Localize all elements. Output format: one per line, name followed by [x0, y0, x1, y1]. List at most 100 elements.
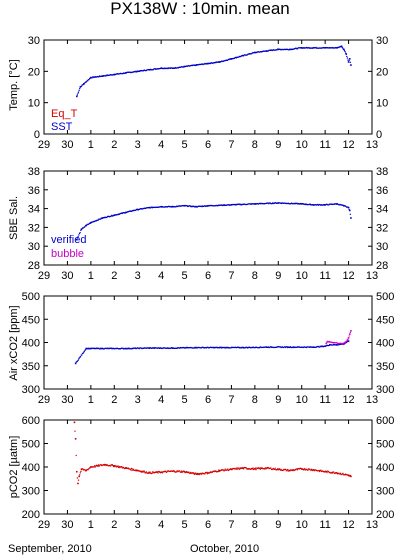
data-point: [200, 473, 202, 475]
data-point: [217, 61, 219, 63]
data-point: [114, 73, 117, 75]
data-point: [107, 74, 109, 76]
data-point: [152, 472, 154, 474]
data-point: [342, 472, 344, 474]
data-point: [285, 468, 287, 471]
data-point: [203, 347, 205, 349]
data-point: [154, 68, 156, 70]
data-point: [145, 347, 147, 349]
x-tick-label: 2: [111, 139, 117, 151]
data-point: [143, 347, 145, 349]
data-point: [165, 347, 168, 349]
data-point: [227, 468, 229, 470]
data-point: [336, 203, 338, 205]
data-point: [124, 72, 126, 74]
data-point: [157, 206, 159, 208]
data-point: [330, 344, 332, 346]
data-point: [310, 346, 312, 348]
data-point: [263, 202, 265, 205]
data-point: [161, 67, 163, 69]
data-point: [341, 204, 343, 206]
data-point: [114, 214, 116, 216]
data-point: [290, 202, 293, 204]
data-point: [248, 346, 251, 348]
data-point: [346, 339, 349, 341]
data-point: [222, 60, 224, 63]
data-point: [182, 470, 184, 472]
data-point: [185, 471, 187, 473]
data-point: [337, 46, 339, 48]
data-point: [217, 347, 220, 349]
data-point: [111, 215, 114, 217]
data-point: [296, 468, 298, 470]
data-point: [79, 356, 82, 358]
data-point: [239, 55, 241, 58]
data-point: [194, 206, 196, 208]
data-point: [327, 204, 329, 206]
data-point: [143, 470, 146, 472]
data-point: [103, 217, 106, 219]
data-point: [89, 347, 91, 350]
data-point: [252, 346, 254, 349]
data-point: [262, 50, 265, 52]
data-point: [260, 467, 262, 469]
x-tick-label: 12: [342, 139, 354, 151]
data-point: [120, 347, 123, 349]
data-point: [134, 469, 136, 471]
data-point: [258, 203, 260, 205]
data-point: [200, 63, 202, 66]
data-point: [345, 205, 347, 207]
data-point: [138, 208, 140, 211]
data-point: [203, 472, 205, 474]
data-point: [266, 467, 268, 469]
data-point: [240, 55, 242, 58]
data-point: [87, 469, 89, 471]
data-point: [286, 469, 288, 471]
data-point: [76, 470, 78, 473]
data-point: [155, 206, 157, 208]
data-point: [220, 469, 223, 471]
data-point: [267, 346, 269, 348]
data-point: [141, 347, 144, 350]
data-point: [267, 202, 269, 204]
data-point: [245, 346, 247, 348]
data-point: [240, 203, 242, 205]
data-point: [333, 341, 336, 344]
data-point: [190, 65, 192, 67]
data-point: [325, 345, 328, 347]
data-point: [200, 472, 202, 475]
data-point: [282, 202, 284, 204]
data-point: [342, 47, 344, 49]
data-point: [101, 347, 104, 350]
data-point: [280, 202, 283, 205]
data-point: [284, 202, 286, 204]
data-point: [121, 347, 123, 349]
data-point: [231, 346, 233, 348]
data-point: [154, 206, 157, 208]
data-point: [122, 347, 124, 349]
data-point: [218, 61, 221, 63]
data-point: [245, 346, 247, 349]
data-point: [160, 347, 162, 349]
data-point: [109, 347, 111, 349]
data-point: [185, 65, 188, 67]
data-point: [344, 205, 346, 207]
data-point: [174, 471, 176, 473]
data-point: [236, 56, 238, 58]
x-tick-label: 1: [88, 139, 94, 151]
data-point: [104, 75, 106, 77]
data-point: [91, 221, 93, 223]
data-point: [340, 343, 342, 345]
data-point: [161, 205, 163, 208]
data-point: [112, 464, 114, 467]
data-point: [274, 202, 276, 204]
data-point: [290, 49, 292, 51]
data-point: [327, 470, 329, 472]
data-point: [174, 347, 176, 349]
data-point: [138, 70, 141, 73]
data-point: [283, 469, 286, 471]
data-point: [340, 473, 342, 476]
data-point: [310, 468, 313, 470]
data-point: [307, 47, 309, 49]
data-point: [262, 468, 264, 470]
